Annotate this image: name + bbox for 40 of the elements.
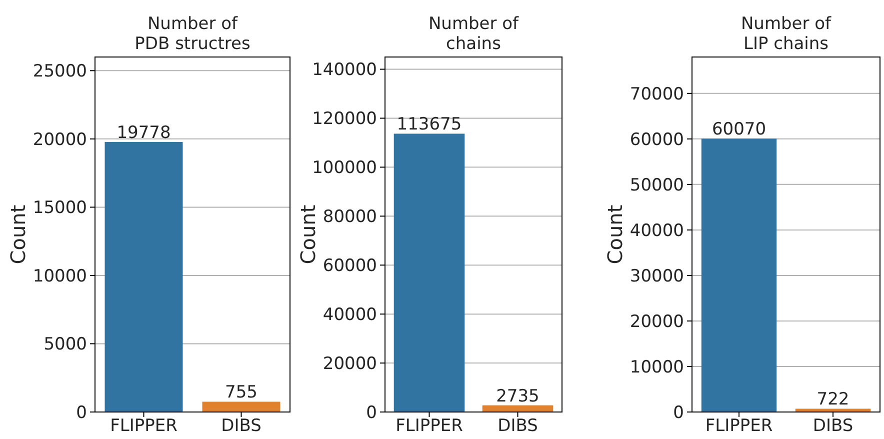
- y-tick-label: 40000: [322, 305, 377, 326]
- y-tick-label: 20000: [322, 354, 377, 374]
- y-axis-title: Count: [296, 204, 320, 264]
- y-tick-label: 40000: [630, 220, 684, 241]
- data-label: 113675: [396, 114, 462, 135]
- y-tick-label: 15000: [32, 198, 87, 218]
- y-tick-label: 50000: [630, 175, 684, 196]
- y-tick-label: 120000: [312, 109, 377, 130]
- data-label: 19778: [116, 122, 171, 143]
- x-tick-label: FLIPPER: [396, 416, 464, 436]
- chart-title: Number of chains: [428, 14, 520, 54]
- y-tick-label: 60000: [630, 130, 684, 150]
- y-tick-label: 25000: [32, 62, 87, 82]
- y-tick-label: 100000: [312, 158, 377, 178]
- y-tick-label: 0: [673, 402, 684, 423]
- y-tick-label: 0: [76, 402, 87, 423]
- x-tick-label: FLIPPER: [705, 416, 773, 436]
- x-tick-label: DIBS: [221, 416, 262, 436]
- data-label: 755: [225, 382, 258, 403]
- y-axis-title: Count: [6, 204, 30, 264]
- y-tick-label: 140000: [312, 60, 377, 80]
- chart-title: Number of PDB structres: [134, 14, 250, 54]
- data-label: 60070: [712, 120, 766, 140]
- y-tick-label: 10000: [32, 266, 87, 286]
- y-tick-label: 10000: [630, 357, 684, 378]
- x-tick-label: FLIPPER: [110, 416, 178, 436]
- y-tick-label: 20000: [32, 130, 87, 150]
- chart-title: Number of LIP chains: [740, 14, 832, 54]
- y-tick-label: 0: [366, 402, 377, 423]
- y-tick-label: 20000: [630, 312, 684, 332]
- y-axis-title: Count: [603, 204, 627, 264]
- data-label: 722: [816, 390, 850, 410]
- y-tick-label: 30000: [630, 266, 684, 286]
- y-tick-label: 60000: [322, 256, 377, 276]
- y-tick-label: 70000: [630, 84, 684, 104]
- x-tick-label: DIBS: [812, 416, 854, 436]
- y-tick-label: 80000: [322, 207, 377, 228]
- data-label: 2735: [496, 386, 540, 406]
- y-tick-label: 5000: [44, 334, 87, 355]
- x-tick-label: DIBS: [498, 416, 538, 436]
